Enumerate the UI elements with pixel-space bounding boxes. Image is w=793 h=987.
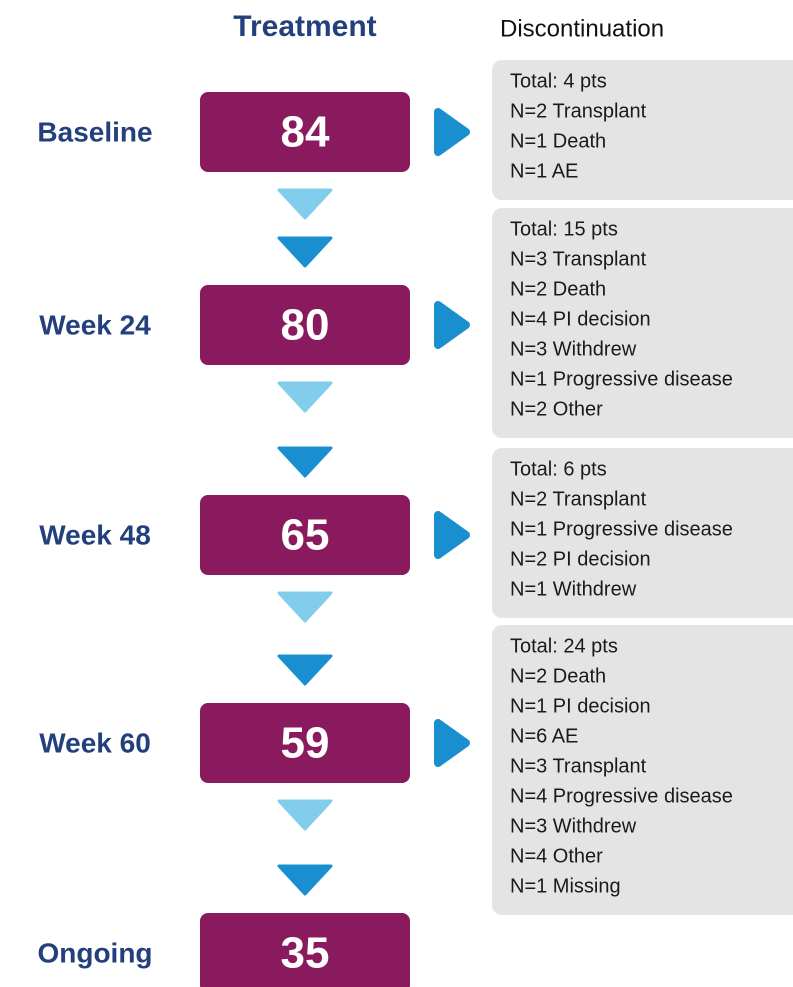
arrow-right: [434, 108, 470, 156]
arrow-right: [434, 719, 470, 767]
discontinuation-line: N=4 Progressive disease: [510, 785, 733, 807]
discontinuation-line: N=2 Death: [510, 278, 606, 300]
arrow-right: [434, 511, 470, 559]
stage-count: 59: [281, 719, 330, 768]
stage-box: [200, 703, 410, 783]
discontinuation-line: N=3 Withdrew: [510, 338, 637, 360]
arrow-down-dark: [277, 236, 333, 268]
discontinuation-line: N=3 Transplant: [510, 755, 647, 777]
stage-box: [200, 913, 410, 987]
discontinuation-line: N=1 AE: [510, 160, 578, 182]
arrow-right: [434, 301, 470, 349]
stage-label: Ongoing: [37, 937, 152, 968]
discontinuation-line: N=3 Withdrew: [510, 815, 637, 837]
discontinuation-header: Discontinuation: [500, 15, 664, 42]
discontinuation-line: N=2 Transplant: [510, 100, 647, 122]
discontinuation-line: Total: 4 pts: [510, 70, 607, 92]
arrow-down-light: [277, 188, 333, 220]
discontinuation-line: N=3 Transplant: [510, 248, 647, 270]
arrow-down-dark: [277, 864, 333, 896]
discontinuation-box: [492, 60, 793, 200]
stage-count: 84: [281, 108, 330, 157]
stage-box: [200, 285, 410, 365]
discontinuation-line: N=1 Progressive disease: [510, 368, 733, 390]
discontinuation-line: N=2 Death: [510, 665, 606, 687]
discontinuation-line: N=1 Death: [510, 130, 606, 152]
discontinuation-line: N=6 AE: [510, 725, 578, 747]
discontinuation-line: N=2 Transplant: [510, 488, 647, 510]
discontinuation-line: N=1 PI decision: [510, 695, 651, 717]
discontinuation-line: N=1 Missing: [510, 875, 621, 897]
discontinuation-line: N=4 Other: [510, 845, 603, 867]
discontinuation-box: [492, 208, 793, 438]
discontinuation-box: [492, 625, 793, 915]
discontinuation-line: N=1 Withdrew: [510, 578, 637, 600]
stage-box: [200, 92, 410, 172]
discontinuation-line: Total: 6 pts: [510, 458, 607, 480]
stage-box: [200, 495, 410, 575]
stage-label: Week 48: [39, 519, 151, 550]
arrow-down-light: [277, 799, 333, 831]
stage-label: Week 60: [39, 727, 151, 758]
discontinuation-line: N=2 Other: [510, 398, 603, 420]
stage-count: 65: [281, 511, 330, 560]
arrow-down-light: [277, 381, 333, 413]
arrow-down-dark: [277, 654, 333, 686]
treatment-header: Treatment: [233, 10, 376, 43]
stage-count: 80: [281, 301, 330, 350]
stage-label: Baseline: [37, 116, 152, 147]
stage-count: 35: [281, 929, 330, 978]
discontinuation-line: N=4 PI decision: [510, 308, 651, 330]
discontinuation-line: Total: 15 pts: [510, 218, 618, 240]
discontinuation-box: [492, 448, 793, 618]
arrow-down-light: [277, 591, 333, 623]
discontinuation-line: Total: 24 pts: [510, 635, 618, 657]
arrow-down-dark: [277, 446, 333, 478]
discontinuation-line: N=2 PI decision: [510, 548, 651, 570]
stage-label: Week 24: [39, 309, 151, 340]
discontinuation-line: N=1 Progressive disease: [510, 518, 733, 540]
